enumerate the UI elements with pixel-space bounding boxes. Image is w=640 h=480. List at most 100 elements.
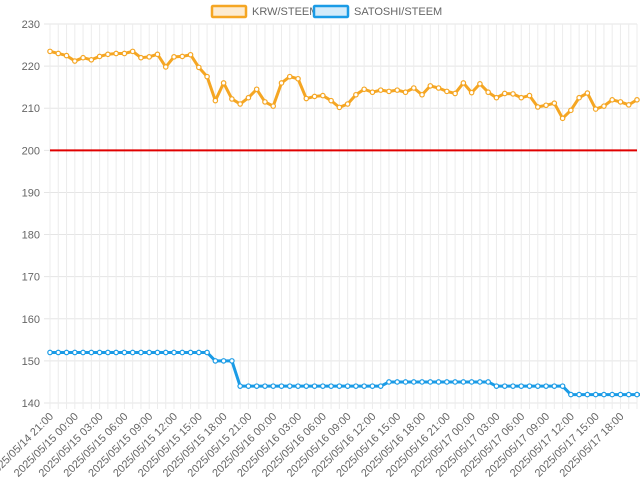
data-point[interactable] xyxy=(377,87,384,93)
data-point[interactable] xyxy=(80,54,86,61)
data-point[interactable] xyxy=(584,90,591,96)
data-point[interactable] xyxy=(88,349,95,356)
data-point[interactable] xyxy=(477,80,483,87)
data-point[interactable] xyxy=(278,80,285,86)
data-point[interactable] xyxy=(592,391,599,398)
data-point[interactable] xyxy=(196,64,202,71)
data-point[interactable] xyxy=(295,75,301,82)
legend-item-satoshi-steem[interactable]: SATOSHI/STEEM xyxy=(312,4,442,19)
data-point[interactable] xyxy=(220,358,227,364)
data-point[interactable] xyxy=(568,391,574,398)
data-point[interactable] xyxy=(601,391,607,398)
data-point[interactable] xyxy=(63,52,70,59)
data-point[interactable] xyxy=(146,349,153,356)
legend-item-krw-steem[interactable]: KRW/STEEM xyxy=(210,4,318,19)
data-point[interactable] xyxy=(320,92,326,99)
data-point[interactable] xyxy=(526,383,533,389)
data-point[interactable] xyxy=(468,379,475,385)
data-point[interactable] xyxy=(444,379,450,385)
data-point[interactable] xyxy=(154,349,161,356)
data-point[interactable] xyxy=(72,58,78,64)
data-point[interactable] xyxy=(344,383,351,389)
data-point[interactable] xyxy=(270,383,277,389)
data-point[interactable] xyxy=(402,379,409,385)
data-point[interactable] xyxy=(55,349,62,356)
data-point[interactable] xyxy=(460,379,467,385)
data-point[interactable] xyxy=(501,90,508,97)
data-point[interactable] xyxy=(435,379,442,385)
data-point[interactable] xyxy=(617,391,624,398)
data-point[interactable] xyxy=(534,383,541,389)
data-point[interactable] xyxy=(344,101,351,107)
data-point[interactable] xyxy=(394,87,401,93)
data-point[interactable] xyxy=(105,349,111,356)
data-point[interactable] xyxy=(336,383,343,389)
data-point[interactable] xyxy=(286,73,293,80)
data-point[interactable] xyxy=(493,383,500,389)
legend[interactable]: KRW/STEEM SATOSHI/STEEM xyxy=(210,4,442,19)
data-point[interactable] xyxy=(402,89,409,96)
data-point[interactable] xyxy=(47,349,53,356)
data-point[interactable] xyxy=(419,91,425,98)
data-point[interactable] xyxy=(534,104,541,110)
data-point[interactable] xyxy=(270,103,277,109)
data-point[interactable] xyxy=(113,50,119,57)
data-point[interactable] xyxy=(328,383,334,389)
data-point[interactable] xyxy=(311,93,318,100)
data-point[interactable] xyxy=(576,94,582,101)
data-point[interactable] xyxy=(311,383,318,389)
data-point[interactable] xyxy=(559,383,566,389)
data-point[interactable] xyxy=(394,379,401,385)
data-point[interactable] xyxy=(179,349,186,356)
data-point[interactable] xyxy=(543,102,549,109)
data-point[interactable] xyxy=(303,383,310,389)
data-point[interactable] xyxy=(113,349,119,356)
data-point[interactable] xyxy=(237,383,243,389)
data-point[interactable] xyxy=(63,349,70,356)
data-point[interactable] xyxy=(179,53,186,60)
data-point[interactable] xyxy=(361,86,367,93)
data-point[interactable] xyxy=(477,379,483,385)
data-point[interactable] xyxy=(452,90,458,97)
data-point[interactable] xyxy=(353,91,359,98)
data-point[interactable] xyxy=(386,88,392,95)
data-point[interactable] xyxy=(609,391,615,398)
data-point[interactable] xyxy=(105,51,111,58)
data-point[interactable] xyxy=(485,89,491,96)
data-point[interactable] xyxy=(253,383,260,389)
data-point[interactable] xyxy=(204,73,210,80)
data-point[interactable] xyxy=(369,89,376,96)
data-point[interactable] xyxy=(625,391,632,398)
data-point[interactable] xyxy=(88,56,95,63)
data-point[interactable] xyxy=(543,383,549,389)
data-point[interactable] xyxy=(609,97,615,103)
data-point[interactable] xyxy=(634,391,640,398)
data-point[interactable] xyxy=(253,86,260,93)
data-point[interactable] xyxy=(47,48,53,55)
data-point[interactable] xyxy=(55,50,62,57)
data-point[interactable] xyxy=(129,48,136,55)
data-point[interactable] xyxy=(138,349,144,356)
data-point[interactable] xyxy=(468,89,475,96)
data-point[interactable] xyxy=(485,379,491,385)
data-point[interactable] xyxy=(96,349,103,356)
data-point[interactable] xyxy=(328,97,334,104)
data-point[interactable] xyxy=(171,54,177,60)
data-point[interactable] xyxy=(518,383,525,389)
data-point[interactable] xyxy=(212,358,219,364)
data-point[interactable] xyxy=(138,54,144,61)
data-point[interactable] xyxy=(154,51,161,58)
data-point[interactable] xyxy=(427,379,434,385)
data-point[interactable] xyxy=(435,85,442,91)
data-point[interactable] xyxy=(410,379,417,385)
data-point[interactable] xyxy=(196,349,202,356)
data-point[interactable] xyxy=(568,107,574,114)
data-point[interactable] xyxy=(518,94,525,101)
data-point[interactable] xyxy=(204,349,210,356)
data-point[interactable] xyxy=(187,349,194,356)
data-point[interactable] xyxy=(80,349,86,356)
data-point[interactable] xyxy=(303,95,310,102)
data-point[interactable] xyxy=(220,80,227,86)
data-point[interactable] xyxy=(121,349,128,356)
data-point[interactable] xyxy=(386,379,392,385)
